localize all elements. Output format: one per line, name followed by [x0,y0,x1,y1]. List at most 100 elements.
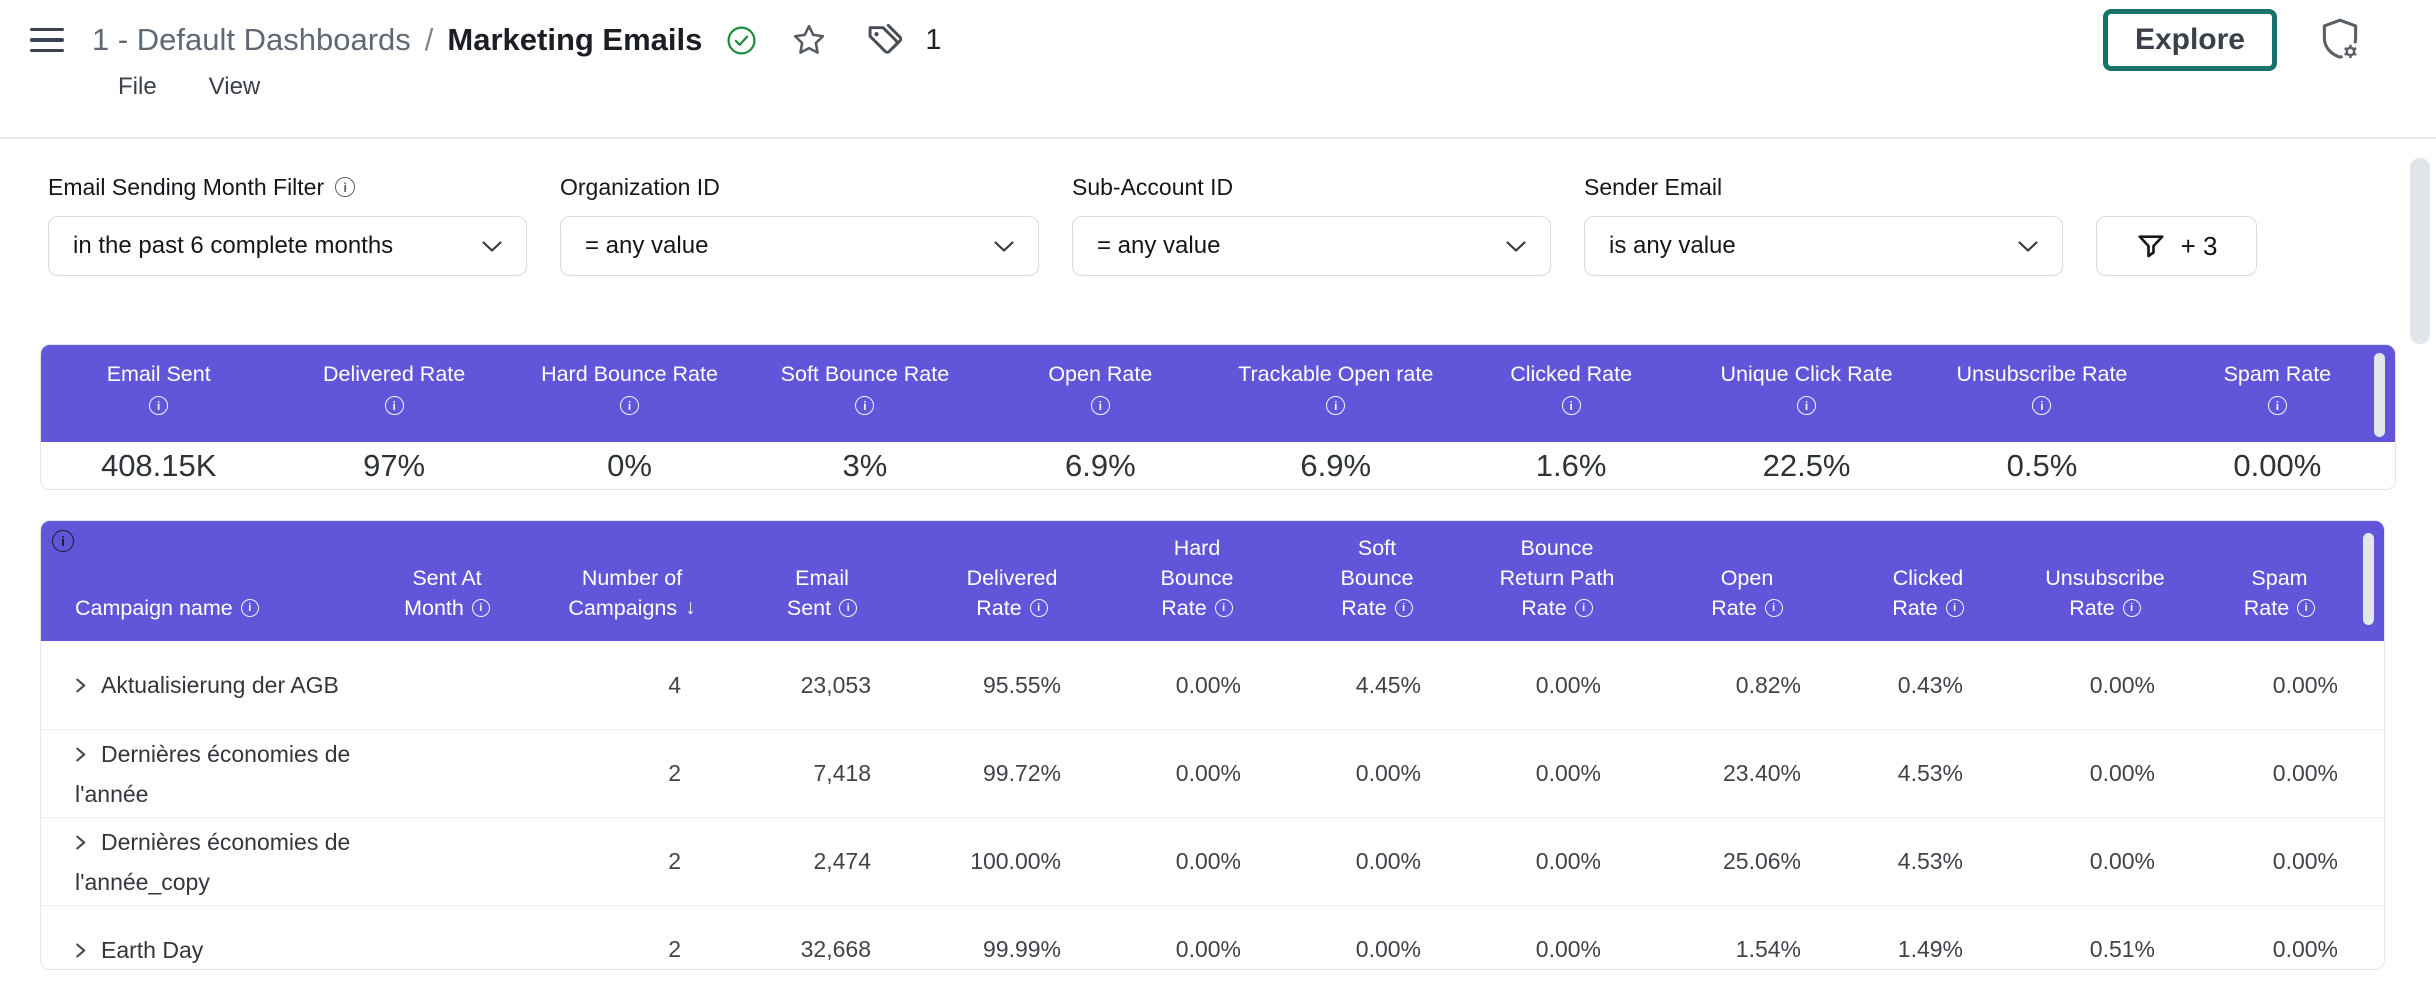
info-icon[interactable] [1214,599,1233,617]
kpi-value: 0% [607,447,652,483]
expand-chevron-icon[interactable] [75,835,87,850]
info-icon[interactable] [1574,599,1593,617]
filter-select[interactable]: = any value [1072,216,1551,276]
campaign-name-cell[interactable]: Aktualisierung der AGB [75,665,357,705]
info-icon[interactable] [471,599,490,617]
menu-view[interactable]: View [208,73,261,100]
more-filters-button[interactable]: + 3 [2096,216,2257,276]
page-scrollbar[interactable] [2410,158,2430,344]
tags-icon[interactable] [867,22,909,58]
table-row[interactable]: Dernières économies de l'année 2 7,418 99.7… [41,729,2384,817]
info-icon[interactable] [1945,599,1964,617]
info-icon[interactable] [149,396,169,415]
column-header[interactable]: Soft Bounce Rate [1287,533,1467,623]
filter-label: Organization ID [560,173,720,200]
kpi-label: Trackable Open rate [1238,362,1434,386]
filter-select[interactable]: = any value [560,216,1039,276]
expand-chevron-icon[interactable] [75,943,87,958]
kpi-column: Open Rate 6.9% [982,345,1219,489]
info-icon[interactable] [1561,396,1581,415]
kpi-column: Delivered Rate 97% [276,345,512,489]
shield-settings-icon[interactable] [2315,15,2365,65]
campaign-name-cell[interactable]: Dernières économies de l'année_copy [75,822,357,902]
kpi-value: 97% [363,447,426,483]
filter: Organization ID = any value [560,173,1039,276]
column-header[interactable]: Open Rate [1647,563,1847,623]
column-header[interactable]: Delivered Rate [917,563,1107,623]
info-icon[interactable] [2267,396,2287,415]
column-header-label: Month [404,596,464,620]
kpi-label: Delivered Rate [323,362,466,386]
table-cell: 7,418 [813,760,871,786]
table-cell: 95.55% [982,671,1061,698]
info-icon[interactable] [620,396,640,415]
kpi-value: 3% [842,447,888,483]
info-icon[interactable] [384,396,404,415]
campaign-name-cell[interactable]: Earth Day [75,930,357,970]
filter-select[interactable]: in the past 6 complete months [48,216,527,276]
column-header[interactable]: Sent At Month [357,563,537,623]
campaign-name: Aktualisierung der AGB [101,672,339,698]
info-icon[interactable] [1090,396,1110,415]
column-header[interactable]: Number of Campaigns ↓ [537,563,727,623]
table-row[interactable]: Earth Day 2 32,668 99.99% 0.00% 0.00% 0.00% 1.5… [41,905,2384,970]
expand-chevron-icon[interactable] [75,678,87,693]
column-header[interactable]: Unsubscribe Rate [2009,563,2201,623]
column-header-label: Spam [2251,566,2308,590]
info-icon[interactable] [2032,396,2052,415]
star-icon[interactable] [791,22,827,58]
info-icon[interactable] [1797,396,1817,415]
menu-file[interactable]: File [118,73,157,100]
table-cell: 0.00% [1355,760,1421,786]
info-icon[interactable] [335,177,356,197]
info-icon[interactable] [1764,599,1783,617]
table-cell: 2,474 [813,848,871,874]
filter-label: Sub-Account ID [1072,173,1234,200]
filter-select[interactable]: is any value [1584,216,2063,276]
filter-value: in the past 6 complete months [73,232,394,259]
kpi-value: 22.5% [1762,447,1851,483]
column-header[interactable]: Spam Rate [2201,563,2358,623]
column-header-label: Unsubscribe [2045,566,2165,590]
breadcrumb[interactable]: 1 - Default Dashboards [92,22,411,57]
kpi-column: Email Sent 408.15K [41,345,277,489]
kpi-label: Email Sent [106,362,211,386]
table-cell: 99.72% [982,760,1061,786]
column-header[interactable]: Campaign name [75,593,357,623]
table-cell: 0.82% [1735,671,1801,698]
info-icon[interactable] [855,396,875,415]
column-header-label: Email [795,566,849,590]
kpi-tile-scrollbar[interactable] [2374,353,2385,437]
info-icon[interactable] [839,599,858,617]
table-row[interactable]: Aktualisierung der AGB 4 23,053 95.55% 0.00%… [41,641,2384,729]
column-header[interactable]: Clicked Rate [1847,563,2009,623]
column-header[interactable]: Email Sent [727,563,917,623]
tile-info-icon[interactable] [52,530,74,552]
table-cell: 0.43% [1897,671,1963,698]
table-row[interactable]: Dernières économies de l'année_copy 2 2,47… [41,817,2384,905]
campaign-name-cell[interactable]: Dernières économies de l'année [75,734,357,814]
column-header[interactable]: Hard Bounce Rate [1107,533,1287,623]
table-cell: 4.45% [1355,671,1421,698]
info-icon[interactable] [240,599,259,617]
info-icon[interactable] [2297,599,2316,617]
sort-desc-icon[interactable]: ↓ [685,596,696,619]
menu-hamburger-icon[interactable] [30,27,64,53]
filter: Sender Email is any value [1584,173,2063,276]
info-icon[interactable] [1326,396,1346,415]
expand-chevron-icon[interactable] [75,747,87,762]
table-body: Aktualisierung der AGB 4 23,053 95.55% 0.00%… [41,641,2384,970]
info-icon[interactable] [1029,599,1048,617]
campaign-name: Earth Day [101,936,204,963]
info-icon[interactable] [1394,599,1413,617]
campaign-name: Dernières économies de l'année_copy [75,828,351,895]
filter-value: is any value [1609,232,1736,259]
info-icon[interactable] [2122,599,2141,617]
explore-button[interactable]: Explore [2102,9,2277,71]
breadcrumb-separator: / [424,22,434,57]
column-header-label: Sent At [412,566,482,590]
check-circle-icon[interactable] [726,25,757,56]
table-tile-scrollbar[interactable] [2363,533,2374,625]
column-header[interactable]: Bounce Return Path Rate [1467,533,1647,623]
page-title: Marketing Emails [447,22,703,57]
